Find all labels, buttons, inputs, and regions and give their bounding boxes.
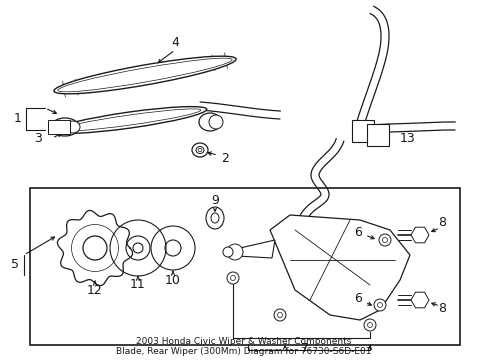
Ellipse shape <box>378 234 390 246</box>
Polygon shape <box>410 292 428 308</box>
Text: 6: 6 <box>353 225 361 238</box>
Ellipse shape <box>51 118 79 136</box>
Ellipse shape <box>205 207 224 229</box>
Text: 12: 12 <box>87 284 102 297</box>
Polygon shape <box>269 215 409 320</box>
Text: 8: 8 <box>437 302 445 315</box>
Text: 7: 7 <box>301 342 308 355</box>
Ellipse shape <box>53 107 206 134</box>
Ellipse shape <box>382 238 386 243</box>
Text: 11: 11 <box>130 279 145 292</box>
Ellipse shape <box>226 272 239 284</box>
Ellipse shape <box>363 319 375 331</box>
Bar <box>351 120 373 142</box>
Ellipse shape <box>367 323 372 328</box>
Ellipse shape <box>277 312 282 318</box>
Ellipse shape <box>223 247 232 257</box>
Text: 13: 13 <box>399 131 415 144</box>
Text: 5: 5 <box>11 258 19 271</box>
Ellipse shape <box>196 147 203 153</box>
Text: 10: 10 <box>165 274 181 287</box>
Circle shape <box>226 244 243 260</box>
Ellipse shape <box>192 143 207 157</box>
Text: 3: 3 <box>34 131 42 144</box>
Ellipse shape <box>373 299 385 311</box>
Ellipse shape <box>208 115 223 129</box>
Ellipse shape <box>198 148 202 152</box>
Ellipse shape <box>210 213 219 223</box>
Text: 8: 8 <box>437 216 445 229</box>
Bar <box>30 188 459 345</box>
Polygon shape <box>410 227 428 243</box>
Text: 2003 Honda Civic Wiper & Washer Components
Blade, Rear Wiper (300Mm) Diagram for: 2003 Honda Civic Wiper & Washer Componen… <box>116 337 371 356</box>
Ellipse shape <box>66 121 80 133</box>
Ellipse shape <box>273 309 285 321</box>
Bar <box>366 124 388 146</box>
Text: 6: 6 <box>353 292 361 305</box>
Polygon shape <box>237 240 274 258</box>
Text: 1: 1 <box>14 112 22 125</box>
Text: 2: 2 <box>221 152 228 165</box>
Text: 9: 9 <box>211 194 219 207</box>
Ellipse shape <box>377 302 382 307</box>
Ellipse shape <box>54 56 236 94</box>
Bar <box>48 120 70 134</box>
Text: 4: 4 <box>171 36 179 49</box>
Ellipse shape <box>230 275 235 280</box>
Ellipse shape <box>199 113 221 131</box>
